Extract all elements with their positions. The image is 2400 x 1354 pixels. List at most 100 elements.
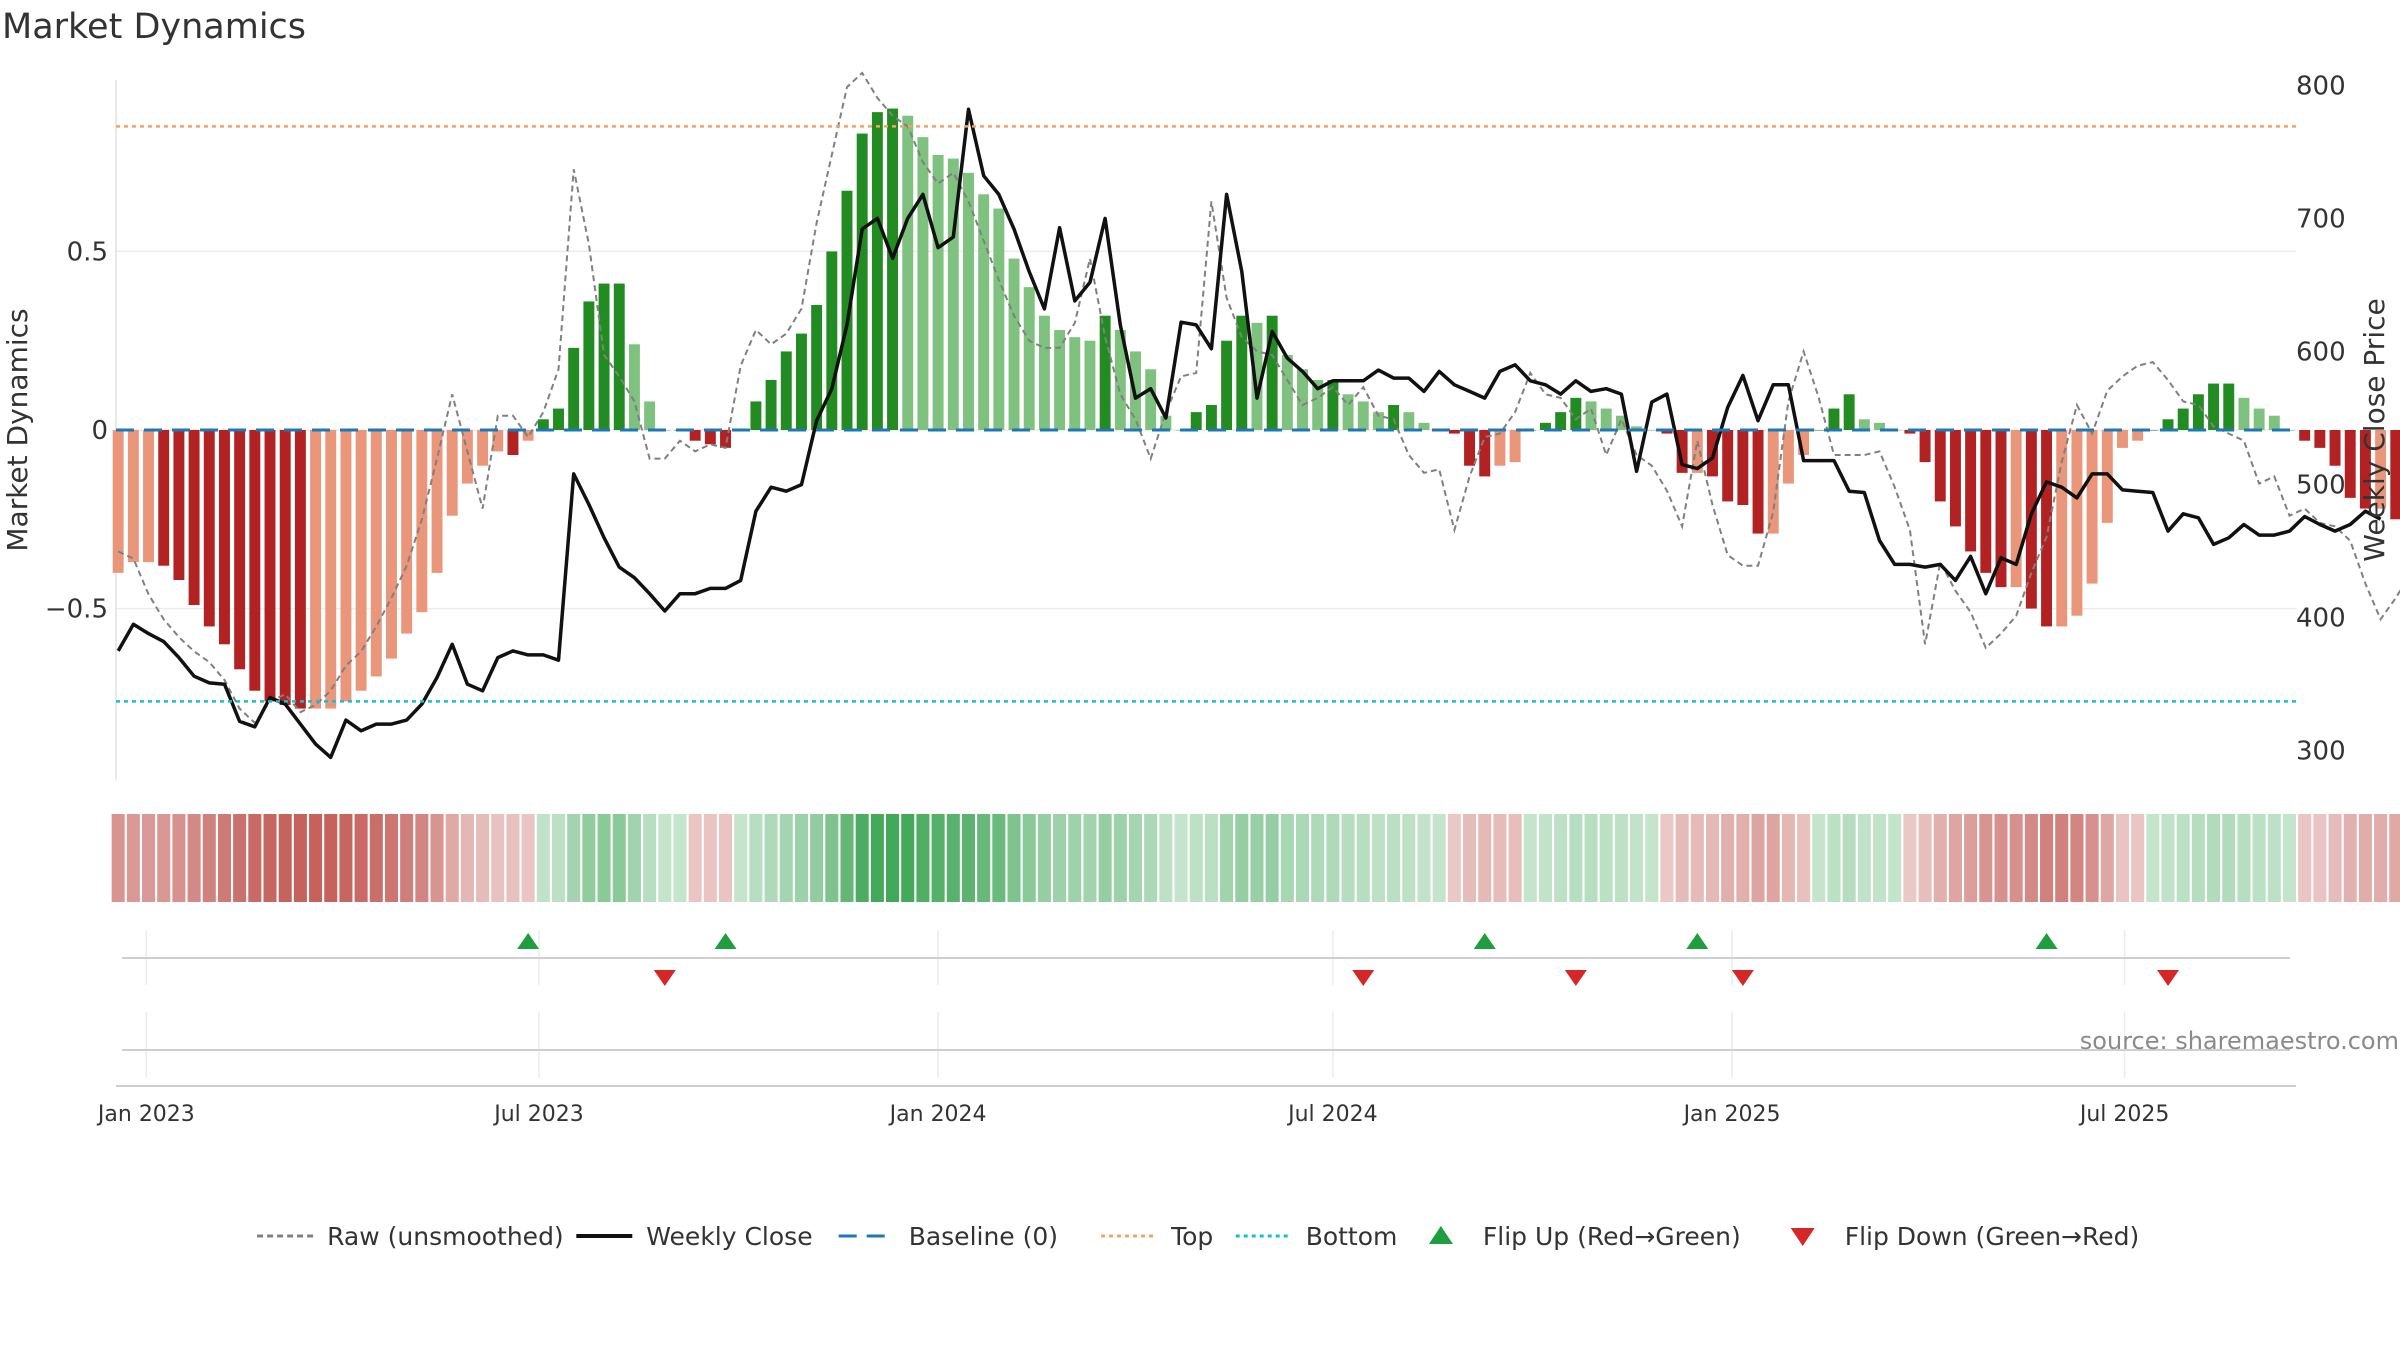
regime-cell [2131,814,2145,902]
watermark: source: sharemaestro.com [2080,1027,2399,1055]
bar [1190,412,1202,430]
bar [1600,408,1612,430]
bar [1570,397,1582,430]
bar [1980,430,1992,573]
regime-cell [1736,814,1750,902]
regime-cell [415,814,429,902]
flip-up-marker [1686,933,1709,949]
bar [2010,430,2022,588]
bar [2344,430,2356,498]
bar [2041,430,2053,627]
bar [1251,322,1263,430]
regime-cell [1463,814,1477,902]
regime-cell [536,814,550,902]
bar [1418,422,1430,430]
bar [2162,419,2174,430]
bar [1145,369,1157,430]
regime-cell [521,814,535,902]
axes: −0.5 0 0.5 300 400 500 600 700 800 Jan 2023 Jul 20… [45,71,2346,1127]
regime-cell [2024,814,2038,902]
bar [386,430,397,659]
regime-cell [1797,814,1811,902]
bar [1494,430,1506,466]
regime-cell [2009,814,2023,902]
regime-cell [2389,814,2400,902]
regime-cell [946,814,960,902]
regime-cell [1721,814,1735,902]
regime-cell [1053,814,1067,902]
bar [401,430,413,634]
flip-down-marker [653,970,676,986]
regime-cell [1690,814,1704,902]
bar [978,194,990,430]
regime-cell [2328,814,2342,902]
regime-cell [2055,814,2069,902]
bar [446,430,458,516]
regime-cell [157,814,171,902]
regime-cell [1022,814,1036,902]
legend-label: Baseline (0) [909,1222,1058,1251]
bar [234,430,246,670]
bar [112,430,124,573]
bar [720,430,731,448]
y2-tick-label: 800 [2296,71,2346,101]
bar [1266,315,1278,430]
regime-cell [1964,814,1978,902]
bar [841,190,853,430]
regime-cell [384,814,399,902]
bar [1934,430,1946,502]
bar [1084,340,1096,430]
bar [1919,430,1931,463]
flip-down-marker [1352,970,1375,986]
bar [158,430,170,566]
bar [780,351,792,430]
bar [1722,430,1734,502]
y-tick-label: −0.5 [45,595,108,625]
bar [1008,258,1020,430]
flip-down-marker [1731,970,1754,986]
bar [1995,430,2007,588]
bar [1114,330,1126,430]
bar [1874,422,1885,430]
bar [1691,430,1703,473]
bar [2056,430,2068,627]
regime-cell [1857,814,1871,902]
legend-item: Flip Down (Green→Red) [1790,1222,2139,1251]
regime-cell [1645,814,1659,902]
regime-cell [369,814,383,902]
regime-cell [1872,814,1887,902]
regime-cell [794,814,808,902]
raw-series [117,71,2400,725]
bar [370,430,382,677]
legend-item: Top [1101,1222,1213,1251]
regime-cell [142,814,156,902]
regime-cell [597,814,611,902]
regime-cell [2237,814,2251,902]
bar [902,115,914,430]
legend-item: Weekly Close [576,1222,813,1251]
close-line [116,107,2382,760]
bar [249,430,261,691]
regime-cell [1402,814,1416,902]
flip-up-marker [714,933,737,949]
x-tick-label: Jul 2023 [492,1102,584,1127]
bar [947,158,959,431]
regime-cell [263,814,277,902]
bar [1965,430,1977,552]
y-axis-title: Market Dynamics [1,308,34,551]
y2-tick-label: 700 [2296,204,2346,234]
regime-cell [2343,814,2357,902]
regime-cell [855,814,869,902]
bar [1479,430,1491,477]
bar [1752,430,1764,534]
regime-cell [1265,814,1279,902]
regime-cell [840,814,854,902]
regime-cell [126,814,140,902]
bar [826,251,838,430]
regime-cell [1189,814,1203,902]
bar [887,108,899,431]
regime-cell [870,814,884,902]
regime-cell [2267,814,2281,902]
regime-cell [354,814,368,902]
bar [2177,408,2189,430]
